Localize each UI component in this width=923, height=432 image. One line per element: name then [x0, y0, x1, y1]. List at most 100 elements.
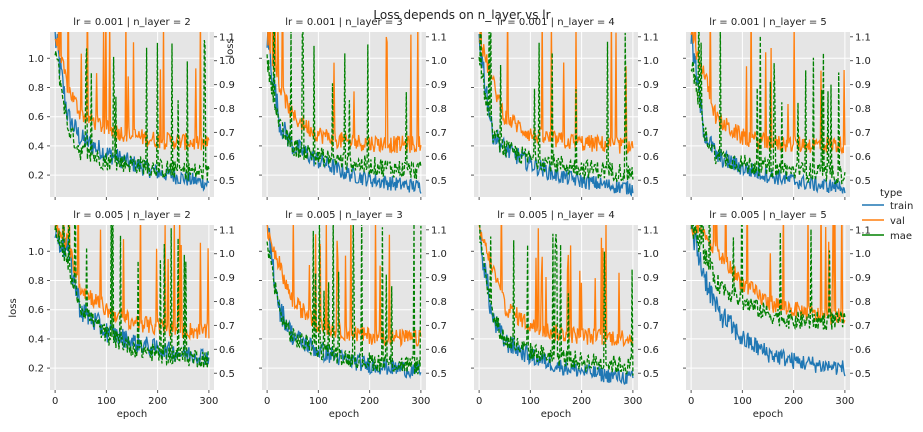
- y-tick-label-right: 1.1: [431, 32, 447, 43]
- figure-title: Loss depends on n_layer vs lr: [373, 8, 550, 22]
- series-group: [478, 32, 634, 197]
- x-tick-label: 300: [835, 396, 854, 407]
- x-tick-label: 0: [52, 396, 58, 407]
- series-line-val: [54, 32, 210, 151]
- y-tick-label-right: 0.6: [219, 345, 235, 356]
- legend-label-val: val: [890, 216, 905, 227]
- x-tick-label: 100: [97, 396, 116, 407]
- series-line-train: [690, 225, 846, 377]
- y-tick-label-left: 0.2: [28, 171, 44, 182]
- y-tick-label-right: 0.9: [219, 273, 235, 284]
- series-group: [266, 225, 422, 380]
- y-tick-label-right: 0.8: [643, 104, 659, 115]
- series-line-mae: [478, 32, 634, 183]
- series-group: [54, 32, 210, 192]
- series-line-train: [690, 32, 846, 194]
- y-tick-label-right: 0.9: [855, 80, 871, 91]
- y-tick-label-right: 1.0: [431, 249, 447, 260]
- y-tick-label-right: 0.5: [219, 369, 235, 380]
- y-tick-label-right: 1.0: [219, 56, 235, 67]
- y-tick-label-right: 0.8: [431, 297, 447, 308]
- panel-title: lr = 0.005 | n_layer = 3: [285, 210, 403, 221]
- series-line-val: [478, 225, 634, 348]
- legend-label-mae: mae: [890, 231, 912, 242]
- series-group: [266, 32, 422, 194]
- series-group: [54, 225, 210, 369]
- panel-3: lr = 0.001 | n_layer = 4 0.5 0.6 0.7 0.8 0.9 1…: [471, 17, 659, 200]
- x-tick-label: 0: [264, 396, 270, 407]
- series-group: [690, 225, 846, 377]
- panel-title: lr = 0.005 | n_layer = 2: [73, 210, 191, 221]
- plot-background: [262, 225, 426, 390]
- panel-6: lr = 0.005 | n_layer = 3 0.5 0.6 0.7 0.8 0.9 1…: [259, 210, 447, 420]
- y-tick-label-left: 0.8: [28, 276, 44, 287]
- y-tick-label-right: 0.7: [219, 128, 235, 139]
- panel-title: lr = 0.001 | n_layer = 4: [497, 17, 615, 28]
- panel-2: lr = 0.001 | n_layer = 3 0.5 0.6 0.7 0.8 0.9 1…: [259, 17, 447, 200]
- panel-7: lr = 0.005 | n_layer = 4 0.5 0.6 0.7 0.8 0.9 1…: [471, 210, 659, 420]
- y-tick-label-right: 0.6: [431, 152, 447, 163]
- y-tick-label-right: 0.6: [219, 152, 235, 163]
- y-axis-label-right: loss: [225, 38, 236, 57]
- y-tick-label-right: 0.9: [855, 273, 871, 284]
- series-line-val: [266, 225, 422, 348]
- y-tick-label-right: 0.7: [219, 321, 235, 332]
- legend-label-train: train: [890, 201, 913, 212]
- y-tick-label-left: 1.0: [28, 247, 44, 258]
- y-tick-label-left: 1.0: [28, 54, 44, 65]
- y-tick-label-right: 0.8: [643, 297, 659, 308]
- y-tick-label-right: 1.1: [855, 225, 871, 236]
- y-tick-label-left: 0.4: [28, 141, 44, 152]
- x-axis-label: epoch: [541, 409, 571, 420]
- panel-8: lr = 0.005 | n_layer = 5 0.5 0.6 0.7 0.8 0.9 1…: [683, 210, 871, 420]
- series-line-mae: [690, 32, 846, 185]
- y-tick-label-right: 1.0: [219, 249, 235, 260]
- y-tick-label-right: 0.9: [431, 80, 447, 91]
- y-tick-label-right: 0.9: [219, 80, 235, 91]
- x-axis-label: epoch: [329, 409, 359, 420]
- x-axis-label: epoch: [117, 409, 147, 420]
- panel-title: lr = 0.001 | n_layer = 2: [73, 17, 191, 28]
- series-line-val: [690, 32, 846, 155]
- x-tick-label: 300: [623, 396, 642, 407]
- series-line-mae: [266, 225, 422, 375]
- y-tick-label-right: 0.5: [643, 369, 659, 380]
- y-tick-label-right: 1.1: [643, 225, 659, 236]
- series-line-mae: [479, 225, 634, 376]
- plot-background: [262, 32, 426, 197]
- y-tick-label-right: 0.6: [643, 152, 659, 163]
- y-tick-label-right: 0.8: [855, 104, 871, 115]
- panel-title: lr = 0.001 | n_layer = 3: [285, 17, 403, 28]
- x-tick-label: 100: [733, 396, 752, 407]
- x-tick-label: 0: [476, 396, 482, 407]
- y-tick-label-right: 0.5: [855, 176, 871, 187]
- x-tick-label: 300: [411, 396, 430, 407]
- series-line-mae: [266, 32, 422, 180]
- series-line-mae: [54, 40, 210, 181]
- y-tick-label-left: 0.2: [28, 364, 44, 375]
- panel-grid: lr = 0.001 | n_layer = 2 0.2 0.4 0.6 0.8 1.0 0…: [28, 17, 871, 420]
- y-tick-label-right: 0.8: [431, 104, 447, 115]
- panel-title: lr = 0.005 | n_layer = 5: [709, 210, 827, 221]
- series-line-train: [266, 225, 422, 380]
- series-line-val: [267, 32, 422, 154]
- y-tick-label-left: 0.8: [28, 83, 44, 94]
- y-tick-label-right: 0.7: [431, 128, 447, 139]
- y-tick-label-right: 0.5: [219, 176, 235, 187]
- x-tick-label: 200: [572, 396, 591, 407]
- y-tick-label-right: 1.0: [643, 56, 659, 67]
- y-tick-label-right: 0.6: [643, 345, 659, 356]
- panel-5: lr = 0.005 | n_layer = 2 0.2 0.4 0.6 0.8 1.0 0…: [28, 210, 235, 420]
- x-tick-label: 100: [309, 396, 328, 407]
- y-tick-label-right: 1.1: [219, 32, 235, 43]
- x-tick-label: 200: [784, 396, 803, 407]
- series-line-train: [54, 225, 210, 365]
- y-tick-label-right: 1.0: [855, 56, 871, 67]
- y-tick-label-right: 0.5: [431, 176, 447, 187]
- x-axis-label: epoch: [753, 409, 783, 420]
- y-tick-label-right: 0.8: [855, 297, 871, 308]
- x-tick-label: 0: [688, 396, 694, 407]
- y-tick-label-right: 0.5: [643, 176, 659, 187]
- x-tick-label: 300: [199, 396, 218, 407]
